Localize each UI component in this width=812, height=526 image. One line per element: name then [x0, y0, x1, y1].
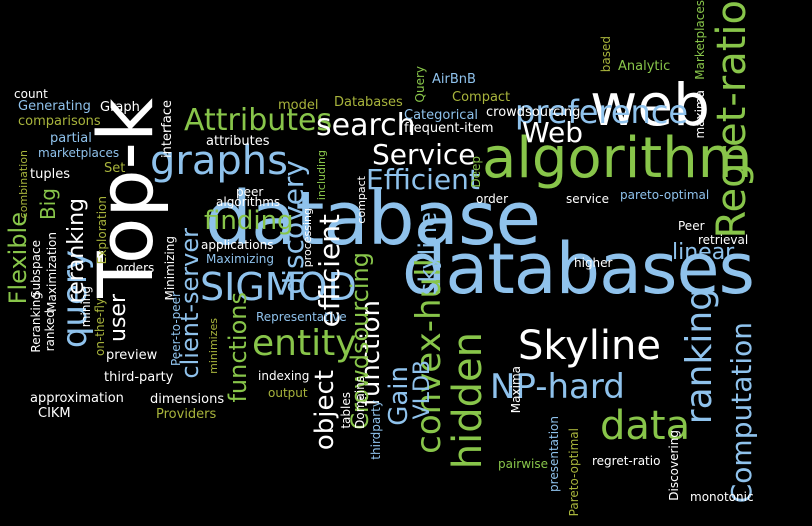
word-finding: finding	[204, 206, 294, 236]
word-pareto-optimal-cap: Pareto-optimal	[567, 428, 581, 517]
word-generating: Generating	[18, 99, 91, 114]
word-preview: preview	[106, 348, 158, 363]
word-output: output	[268, 386, 308, 400]
word-search: search	[316, 108, 416, 143]
word-presentation: presentation	[547, 416, 561, 492]
word-web-small: Web	[522, 116, 584, 149]
word-entity: entity	[252, 323, 357, 364]
word-compact: compact	[355, 176, 368, 224]
word-indexing: indexing	[258, 369, 310, 383]
word-skyline-lower: skyline	[414, 212, 442, 296]
word-functions: functions	[224, 292, 252, 403]
word-data: data	[600, 403, 691, 449]
word-orders: orders	[116, 261, 155, 275]
word-user: user	[106, 294, 131, 342]
word-sigmod: SIGMOD	[200, 265, 357, 309]
word-pairwise: pairwise	[498, 457, 549, 471]
word-graph: Graph	[100, 100, 140, 115]
word-databases-small: Databases	[334, 95, 403, 110]
word-peer-to-peer: Peer-to-peer	[169, 292, 183, 366]
word-attributes-big: Attributes	[184, 103, 333, 138]
word-monotonic: monotonic	[690, 490, 754, 504]
word-minimizing: Minimizing	[163, 236, 177, 301]
word-domains: Domains	[353, 376, 367, 429]
word-web: web	[590, 71, 710, 139]
word-attributes: attributes	[206, 134, 270, 149]
word-representative: Representative	[256, 310, 347, 324]
word-database: database	[205, 176, 541, 262]
word-flexible: Flexible	[4, 212, 32, 305]
word-linear: linear	[672, 240, 735, 265]
word-analytic: Analytic	[618, 59, 671, 74]
word-skyline: Skyline	[518, 323, 661, 369]
word-applications: applications	[201, 238, 274, 252]
word-service-small: service	[566, 192, 609, 206]
word-higher: higher	[574, 256, 613, 270]
word-object: object	[310, 370, 340, 451]
word-dimensions: dimensions	[150, 392, 225, 407]
word-maxima-small: maxima	[693, 90, 707, 139]
word-computation: Computation	[725, 322, 758, 504]
word-third-party: third-party	[104, 370, 174, 385]
word-mining: mining	[79, 286, 93, 328]
word-count: count	[14, 87, 48, 101]
word-partial: partial	[50, 131, 92, 146]
word-efficient: Efficient	[366, 163, 480, 196]
word-cikm: CIKM	[38, 406, 71, 421]
word-marketplaces: marketplaces	[38, 146, 120, 160]
word-marketplaces-cap: Marketplaces	[693, 0, 707, 80]
word-compact-cap: Compact	[452, 90, 511, 105]
word-maxima: Maxima	[509, 366, 523, 414]
word-gain: Gain	[384, 366, 414, 426]
word-databases: databases	[402, 228, 755, 310]
word-order: order	[476, 192, 508, 206]
word-thirdparty: thirdparty	[369, 400, 383, 460]
word-on-the-fly: on-the-fly	[93, 298, 107, 356]
word-algorithms: algorithms	[216, 195, 281, 209]
word-interface: interface	[160, 100, 175, 158]
word-providers: Providers	[156, 407, 217, 422]
word-combination: combination	[17, 150, 30, 219]
word-tables: tables	[339, 392, 353, 429]
word-vldb: VLDB	[410, 360, 435, 420]
word-graphs: graphs	[150, 138, 288, 184]
word-subspace: Subspace	[29, 240, 43, 299]
word-approximation: approximation	[30, 391, 124, 406]
word-hidden: hidden	[445, 332, 491, 470]
word-preference: preference	[515, 93, 689, 131]
word-maximization: Maximization	[45, 232, 59, 312]
word-categorical: Categorical	[404, 108, 479, 123]
word-peer: peer	[236, 185, 264, 199]
word-including: including	[315, 150, 328, 201]
word-model: model	[278, 98, 319, 113]
word-comparisons: comparisons	[18, 114, 101, 129]
word-reranking-small: Reranking	[29, 292, 43, 353]
word-pareto-optimal: pareto-optimal	[620, 188, 710, 202]
word-query-small: Query	[413, 66, 427, 103]
word-retrieval: retrieval	[698, 233, 749, 247]
word-airbnb: AirBnB	[432, 72, 476, 87]
word-peer-cap: Peer	[678, 219, 705, 233]
word-deep: Deep	[469, 156, 483, 188]
word-based: based	[599, 36, 613, 73]
word-minimizes: minimizes	[207, 318, 220, 374]
word-algorithm: algorithm	[482, 126, 753, 191]
word-set: Set	[104, 161, 126, 176]
word-regret-ratio: Regret-ratio	[709, 0, 755, 239]
word-tuples: tuples	[30, 167, 70, 182]
word-processing: processing	[301, 208, 314, 268]
word-ranked: ranked	[43, 310, 57, 352]
word-service: Service	[372, 138, 476, 171]
word-big: Big	[36, 188, 60, 220]
word-np-hard: NP-hard	[490, 367, 625, 407]
word-regret-ratio-small: regret-ratio	[592, 454, 661, 468]
word-crowdsourcing: crowdsourcing	[486, 105, 581, 120]
word-maximizing: Maximizing	[206, 252, 275, 266]
word-exploration: Exploration	[95, 196, 109, 265]
word-frequent-item: frequent-item	[404, 121, 494, 136]
word-discovering: Discovering	[667, 430, 681, 501]
